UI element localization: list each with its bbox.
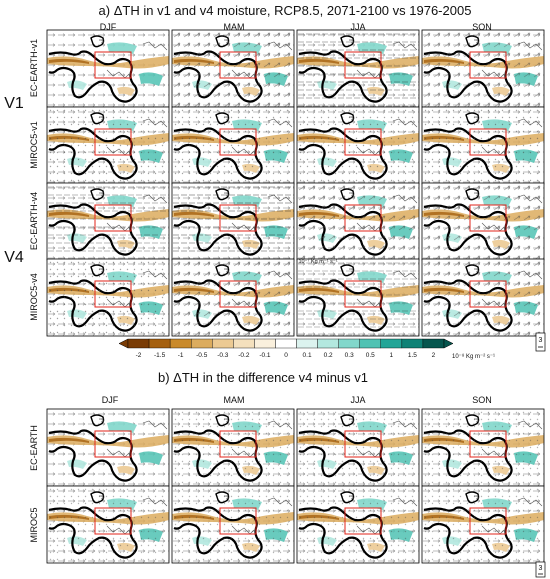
map-panel: [170, 181, 296, 262]
season-header-b-son: SON: [472, 395, 492, 405]
season-header-a-mam: MAM: [224, 22, 245, 32]
colorbar-tick-label: -0.3: [217, 352, 229, 359]
colorbar-cell: [380, 338, 403, 349]
season-header-a-djf: DJF: [100, 22, 117, 32]
map-panel: [45, 407, 171, 488]
colorbar-tick-label: 2: [432, 352, 436, 359]
row-label-ec-earth-v1: EC-EARTH-v1: [29, 39, 39, 97]
season-header-b-jja: JJA: [350, 395, 365, 405]
colorbar-cell: [169, 338, 192, 349]
map-panel: [170, 257, 296, 338]
colorbar-cell: [296, 338, 318, 349]
row-label-ec-earth-v4: EC-EARTH-v4: [29, 192, 39, 250]
map-panel: [420, 257, 546, 338]
colorbar-tick-label: 1: [390, 352, 394, 359]
map-panel: [420, 105, 546, 186]
colorbar-cell: [338, 338, 360, 349]
map-panel: [170, 28, 296, 109]
panels-section-b: [45, 407, 546, 565]
colorbar-tick-label: 0: [284, 352, 288, 359]
map-panel: [295, 407, 421, 488]
season-header-a-jja: JJA: [350, 22, 365, 32]
reference-vector-value: 3: [539, 337, 543, 344]
season-header-a-son: SON: [472, 22, 492, 32]
colorbar-cell: [190, 338, 213, 349]
colorbar-min-extension: [118, 338, 129, 349]
map-panel: [170, 105, 296, 186]
map-panel: [170, 407, 296, 488]
colorbar-cell: [317, 338, 339, 349]
map-panel: [295, 105, 421, 186]
row-label-miroc5: MIROC5: [29, 507, 39, 542]
colorbar-tick-label: -1: [178, 352, 184, 359]
colorbar-tick-label: -0.2: [238, 352, 250, 359]
colorbar-cell: [212, 338, 234, 349]
colorbar-cell: [275, 338, 297, 349]
colorbar-cell: [148, 338, 171, 349]
colorbar-tick-label: 0.1: [303, 352, 312, 359]
colorbar-cells: [118, 338, 454, 349]
map-panel: [45, 105, 171, 186]
group-label-v4: V4: [4, 249, 24, 266]
colorbar-cell: [401, 338, 424, 349]
colorbar: -2 -1.5 -1 -0.5 -0.3 -0.2 -0.1 0 0.1 0.2 0.3 0.5 1 1.…: [118, 338, 495, 360]
map-panel: [420, 484, 546, 565]
map-panel: [295, 28, 421, 109]
map-panel: [420, 181, 546, 262]
reference-vector-value-b: 3: [539, 565, 543, 572]
colorbar-tick-label: 1.5: [408, 352, 417, 359]
title-a: a) ΔTH in v1 and v4 moisture, RCP8.5, 20…: [99, 3, 472, 18]
reference-vector-label: 10⁻⁷ Kg m⁻¹ s⁻¹: [298, 258, 337, 265]
colorbar-cell: [127, 338, 150, 349]
title-b: b) ΔTH in the difference v4 minus v1: [158, 370, 368, 385]
map-panel: [295, 257, 421, 338]
colorbar-cell: [233, 338, 255, 349]
group-label-v1: V1: [4, 95, 24, 112]
panels-section-a: [45, 28, 546, 338]
colorbar-tick-label: 0.2: [324, 352, 333, 359]
colorbar-units: 10⁻⁸ Kg m⁻² s⁻¹: [452, 353, 495, 360]
map-panel: [45, 181, 171, 262]
row-label-ec-earth: EC-EARTH: [29, 425, 39, 471]
colorbar-cell: [359, 338, 382, 349]
map-panel: [295, 181, 421, 262]
colorbar-tick-label: -1.5: [154, 352, 166, 359]
reference-vector-b: 3: [535, 561, 546, 578]
map-panel: [295, 484, 421, 565]
colorbar-cell: [422, 338, 445, 349]
map-panel: [45, 257, 171, 338]
colorbar-max-extension: [443, 338, 454, 349]
season-header-b-mam: MAM: [224, 395, 245, 405]
row-label-miroc5-v1: MIROC5-v1: [29, 121, 39, 169]
reference-vector: 10⁻⁷ Kg m⁻¹ s⁻¹ 3: [298, 258, 546, 352]
colorbar-cell: [254, 338, 276, 349]
season-header-b-djf: DJF: [102, 395, 119, 405]
map-panel: [45, 484, 171, 565]
colorbar-tick-label: 0.3: [345, 352, 354, 359]
map-panel: [420, 28, 546, 109]
colorbar-tick-label: -0.5: [196, 352, 208, 359]
row-label-miroc5-v4: MIROC5-v4: [29, 273, 39, 321]
colorbar-tick-label: -0.1: [259, 352, 271, 359]
colorbar-tick-label: 0.5: [366, 352, 375, 359]
map-panel: [420, 407, 546, 488]
colorbar-tick-labels: -2 -1.5 -1 -0.5 -0.3 -0.2 -0.1 0 0.1 0.2 0.3 0.5 1 1.…: [136, 352, 436, 359]
map-panel: [170, 484, 296, 565]
map-panel: [45, 28, 171, 109]
colorbar-tick-label: -2: [136, 352, 142, 359]
